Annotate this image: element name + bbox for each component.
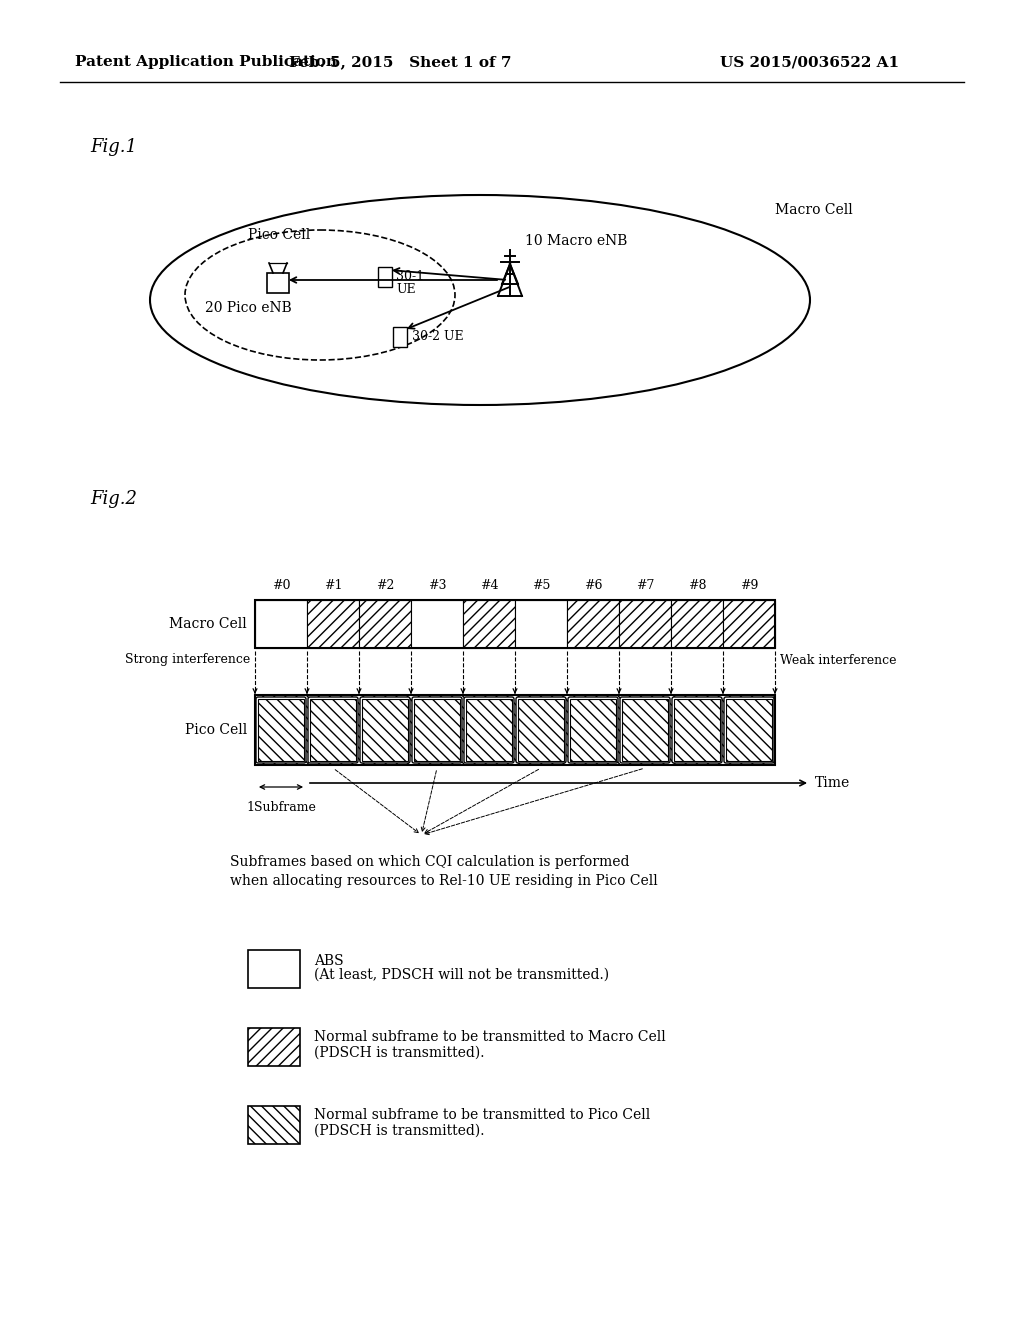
Text: Subframes based on which CQI calculation is performed
when allocating resources : Subframes based on which CQI calculation…	[230, 855, 657, 888]
Bar	[414, 700, 460, 762]
Text: #4: #4	[480, 579, 499, 591]
Bar	[362, 700, 408, 762]
Bar	[463, 601, 515, 648]
Text: Strong interference: Strong interference	[125, 653, 250, 667]
Text: Pico Cell: Pico Cell	[248, 228, 310, 242]
Text: Normal subframe to be transmitted to Pico Cell: Normal subframe to be transmitted to Pic…	[314, 1107, 650, 1122]
FancyBboxPatch shape	[620, 697, 670, 763]
Bar	[378, 267, 392, 286]
Bar	[248, 1028, 300, 1067]
Bar	[248, 950, 300, 987]
Bar	[307, 601, 359, 648]
Bar	[726, 700, 772, 762]
Text: Time: Time	[815, 776, 850, 789]
Bar	[671, 601, 723, 648]
Bar	[255, 601, 775, 648]
Text: Normal subframe to be transmitted to Macro Cell: Normal subframe to be transmitted to Mac…	[314, 1030, 666, 1044]
Bar	[255, 601, 307, 648]
Text: Fig.2: Fig.2	[90, 490, 137, 508]
Text: Fig.1: Fig.1	[90, 139, 137, 156]
Text: #3: #3	[428, 579, 446, 591]
Text: #5: #5	[531, 579, 550, 591]
FancyBboxPatch shape	[568, 697, 618, 763]
FancyBboxPatch shape	[464, 697, 514, 763]
Text: Feb. 5, 2015   Sheet 1 of 7: Feb. 5, 2015 Sheet 1 of 7	[289, 55, 511, 69]
Bar	[518, 700, 564, 762]
Text: 30-1: 30-1	[396, 271, 424, 282]
Text: ABS: ABS	[314, 954, 344, 968]
FancyBboxPatch shape	[308, 697, 358, 763]
FancyBboxPatch shape	[672, 697, 722, 763]
FancyBboxPatch shape	[256, 697, 306, 763]
Bar	[393, 327, 407, 347]
Text: Weak interference: Weak interference	[780, 653, 896, 667]
Text: 1Subframe: 1Subframe	[246, 801, 316, 814]
Bar	[567, 601, 618, 648]
Bar	[359, 601, 411, 648]
Text: Macro Cell: Macro Cell	[775, 203, 853, 216]
Text: (At least, PDSCH will not be transmitted.): (At least, PDSCH will not be transmitted…	[314, 968, 609, 982]
Bar	[674, 700, 720, 762]
Bar	[466, 700, 512, 762]
Text: #1: #1	[324, 579, 342, 591]
FancyBboxPatch shape	[412, 697, 462, 763]
Text: 10 Macro eNB: 10 Macro eNB	[525, 234, 628, 248]
Text: #0: #0	[271, 579, 290, 591]
Text: #2: #2	[376, 579, 394, 591]
Bar	[570, 700, 616, 762]
Bar	[515, 601, 567, 648]
Text: US 2015/0036522 A1: US 2015/0036522 A1	[720, 55, 899, 69]
Bar	[622, 700, 668, 762]
Text: (PDSCH is transmitted).: (PDSCH is transmitted).	[314, 1045, 484, 1060]
Text: Macro Cell: Macro Cell	[169, 616, 247, 631]
Bar	[310, 700, 356, 762]
Bar	[618, 601, 671, 648]
Bar	[267, 273, 289, 293]
Text: Pico Cell: Pico Cell	[184, 723, 247, 737]
FancyBboxPatch shape	[516, 697, 566, 763]
Text: UE: UE	[396, 282, 416, 296]
Text: #6: #6	[584, 579, 602, 591]
Bar	[255, 696, 775, 766]
Bar	[258, 700, 304, 762]
FancyBboxPatch shape	[724, 697, 774, 763]
Text: #7: #7	[636, 579, 654, 591]
Text: #8: #8	[688, 579, 707, 591]
Bar	[411, 601, 463, 648]
Bar	[248, 1106, 300, 1144]
FancyBboxPatch shape	[360, 697, 410, 763]
Text: Patent Application Publication: Patent Application Publication	[75, 55, 337, 69]
Bar	[723, 601, 775, 648]
Text: (PDSCH is transmitted).: (PDSCH is transmitted).	[314, 1125, 484, 1138]
Text: 20 Pico eNB: 20 Pico eNB	[205, 301, 292, 315]
Text: 30-2 UE: 30-2 UE	[412, 330, 464, 342]
Text: #9: #9	[739, 579, 758, 591]
